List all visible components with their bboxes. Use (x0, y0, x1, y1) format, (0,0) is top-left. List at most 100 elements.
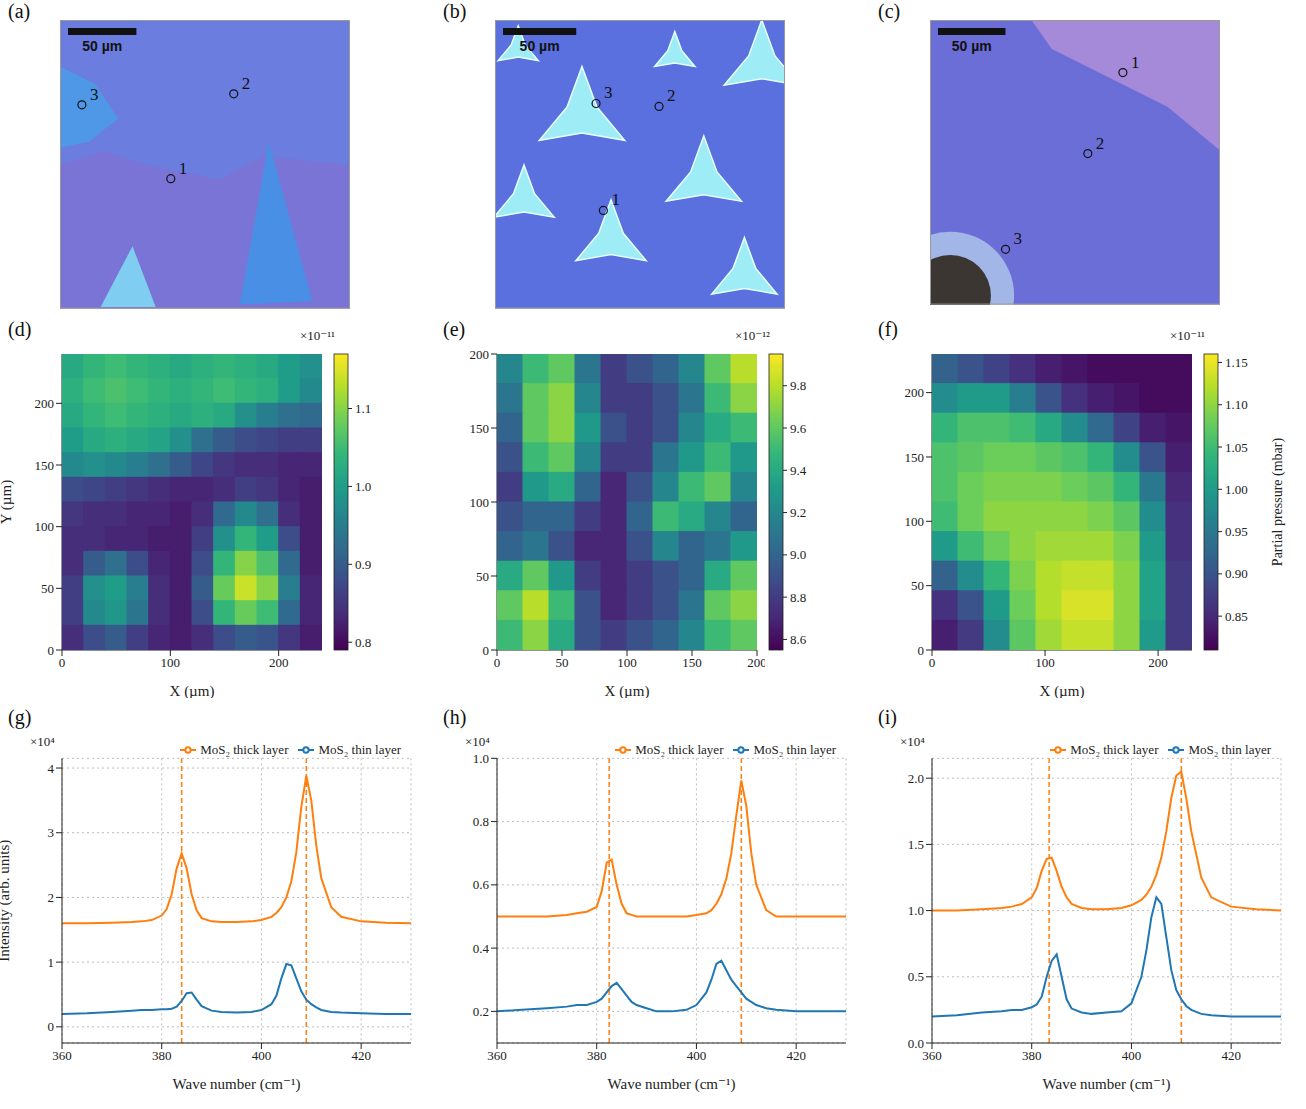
svg-text:0.85: 0.85 (1225, 609, 1248, 624)
svg-text:2: 2 (242, 74, 251, 93)
svg-text:2: 2 (1096, 134, 1105, 153)
svg-text:200: 200 (1148, 655, 1168, 670)
svg-text:1.00: 1.00 (1225, 482, 1248, 497)
svg-text:400: 400 (252, 1048, 272, 1063)
svg-text:100: 100 (161, 655, 181, 670)
svg-text:Partial pressure (mbar): Partial pressure (mbar) (1270, 438, 1286, 567)
svg-text:9.8: 9.8 (790, 378, 806, 393)
svg-text:380: 380 (152, 1048, 172, 1063)
svg-text:Wave number (cm⁻¹): Wave number (cm⁻¹) (608, 1076, 736, 1093)
svg-text:0: 0 (48, 643, 55, 658)
svg-text:3: 3 (604, 83, 613, 102)
svg-text:Intensity (arb. units): Intensity (arb. units) (0, 840, 13, 962)
svg-text:150: 150 (35, 458, 55, 473)
svg-text:100: 100 (35, 519, 55, 534)
svg-text:0.0: 0.0 (908, 1036, 924, 1051)
svg-text:360: 360 (922, 1048, 942, 1063)
svg-text:0.95: 0.95 (1225, 524, 1248, 539)
svg-text:50 µm: 50 µm (952, 38, 992, 54)
svg-text:0: 0 (494, 655, 501, 670)
html-text:(a): (a) (8, 0, 31, 22)
svg-text:0.90: 0.90 (1225, 566, 1248, 581)
svg-text:9.6: 9.6 (790, 421, 807, 436)
svg-text:0.2: 0.2 (473, 1004, 489, 1019)
svg-text:3: 3 (1014, 229, 1023, 248)
svg-text:50 µm: 50 µm (82, 38, 122, 54)
svg-text:0: 0 (48, 1019, 55, 1034)
html-text:(d): (d) (8, 318, 32, 340)
svg-text:150: 150 (905, 450, 925, 465)
svg-text:50 µm: 50 µm (520, 38, 560, 54)
svg-text:400: 400 (687, 1048, 707, 1063)
svg-text:200: 200 (269, 655, 289, 670)
svg-text:420: 420 (351, 1048, 371, 1063)
html-text:(h): (h) (443, 706, 467, 728)
svg-text:Wave number (cm⁻¹): Wave number (cm⁻¹) (173, 1076, 301, 1093)
svg-text:360: 360 (487, 1048, 507, 1063)
svg-text:1.05: 1.05 (1225, 440, 1248, 455)
svg-text:9.4: 9.4 (790, 463, 807, 478)
html-text:(g): (g) (8, 706, 32, 728)
svg-text:420: 420 (1221, 1048, 1241, 1063)
svg-text:50: 50 (556, 655, 569, 670)
svg-text:50: 50 (476, 569, 489, 584)
svg-text:X (µm): X (µm) (170, 683, 215, 698)
svg-text:0: 0 (59, 655, 66, 670)
svg-text:1: 1 (179, 159, 188, 178)
svg-text:0.5: 0.5 (908, 969, 924, 984)
svg-text:1.15: 1.15 (1225, 355, 1248, 370)
svg-text:2: 2 (667, 86, 676, 105)
svg-text:X (µm): X (µm) (605, 683, 650, 698)
html-text:(b): (b) (443, 0, 467, 22)
svg-text:2.0: 2.0 (908, 771, 924, 786)
svg-text:0: 0 (483, 643, 490, 658)
html-text:(c): (c) (878, 0, 901, 22)
svg-text:100: 100 (617, 655, 637, 670)
svg-text:100: 100 (470, 495, 490, 510)
svg-text:8.6: 8.6 (790, 632, 807, 647)
svg-text:9.2: 9.2 (790, 505, 806, 520)
svg-text:150: 150 (470, 421, 490, 436)
svg-text:50: 50 (41, 581, 54, 596)
svg-text:1: 1 (611, 190, 620, 209)
svg-text:380: 380 (1022, 1048, 1041, 1063)
svg-text:3: 3 (48, 825, 55, 840)
svg-text:0.9: 0.9 (355, 557, 371, 572)
svg-text:X (µm): X (µm) (1040, 683, 1085, 698)
svg-text:200: 200 (747, 655, 765, 670)
svg-text:8.8: 8.8 (790, 590, 806, 605)
svg-text:150: 150 (682, 655, 702, 670)
svg-text:1: 1 (48, 955, 55, 970)
svg-text:0.8: 0.8 (355, 635, 371, 650)
svg-text:0: 0 (929, 655, 936, 670)
html-text:(f): (f) (878, 318, 898, 340)
svg-text:0.4: 0.4 (473, 941, 490, 956)
svg-text:50: 50 (911, 578, 924, 593)
svg-text:3: 3 (90, 85, 99, 104)
svg-text:100: 100 (1035, 655, 1055, 670)
svg-text:1.0: 1.0 (355, 479, 371, 494)
svg-text:1.0: 1.0 (908, 903, 924, 918)
svg-text:0: 0 (918, 643, 925, 658)
svg-text:420: 420 (786, 1048, 806, 1063)
svg-text:200: 200 (35, 396, 55, 411)
svg-text:400: 400 (1122, 1048, 1142, 1063)
svg-text:0.6: 0.6 (473, 877, 490, 892)
svg-text:100: 100 (905, 514, 925, 529)
svg-text:1.1: 1.1 (355, 401, 371, 416)
svg-text:Wave number (cm⁻¹): Wave number (cm⁻¹) (1043, 1076, 1171, 1093)
svg-text:360: 360 (52, 1048, 72, 1063)
svg-text:0.8: 0.8 (473, 814, 489, 829)
svg-text:1.5: 1.5 (908, 837, 924, 852)
svg-text:2: 2 (48, 890, 55, 905)
svg-text:1: 1 (1131, 53, 1140, 72)
svg-text:9.0: 9.0 (790, 547, 806, 562)
svg-text:4: 4 (48, 761, 55, 776)
html-text:(e): (e) (443, 318, 466, 340)
svg-text:1.10: 1.10 (1225, 397, 1248, 412)
svg-text:200: 200 (470, 347, 490, 362)
svg-text:1.0: 1.0 (473, 751, 489, 766)
svg-text:380: 380 (587, 1048, 607, 1063)
svg-text:200: 200 (905, 385, 925, 400)
svg-text:Y (µm): Y (µm) (0, 480, 15, 524)
